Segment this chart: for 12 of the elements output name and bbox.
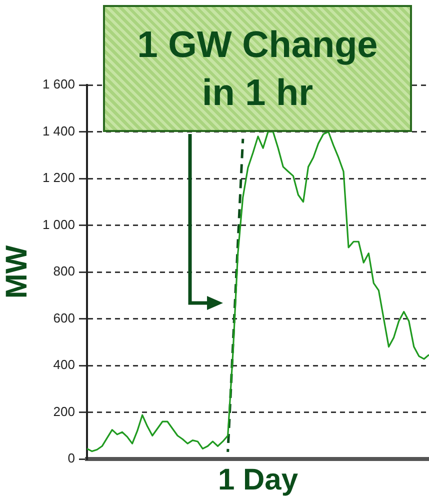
y-tick-label: 0 bbox=[68, 450, 75, 466]
y-tick-label: 1 200 bbox=[42, 170, 75, 186]
annotation: 1 GW Change in 1 hr bbox=[103, 5, 412, 132]
y-tick-label: 1 400 bbox=[42, 123, 75, 138]
y-tick-label: 600 bbox=[53, 310, 75, 326]
y-axis-title: MW bbox=[0, 244, 34, 299]
x-axis-title: 1 Day bbox=[218, 463, 298, 496]
y-tick-label: 1 000 bbox=[42, 216, 75, 232]
y-tick-label: 400 bbox=[53, 357, 75, 372]
y-tick-label: 200 bbox=[53, 404, 75, 419]
y-tick-label: 1 600 bbox=[42, 76, 75, 92]
y-tick-label: 800 bbox=[53, 264, 75, 279]
